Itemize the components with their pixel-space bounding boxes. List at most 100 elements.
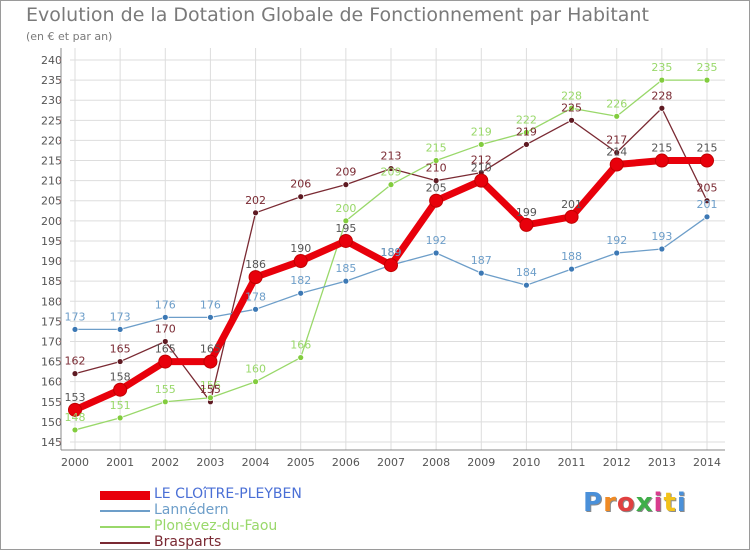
data-point-1-9 <box>477 269 485 277</box>
y-tick-label-19: 240 <box>41 54 62 67</box>
data-label-2-10: 222 <box>516 113 537 126</box>
data-label-2-12: 226 <box>606 97 627 110</box>
data-point-0-12 <box>609 157 624 172</box>
data-label-0-12: 214 <box>606 146 627 159</box>
data-point-1-8 <box>432 249 440 257</box>
data-point-2-5 <box>297 354 305 361</box>
data-label-3-8: 210 <box>426 162 447 175</box>
data-label-1-14: 201 <box>697 198 718 211</box>
data-point-2-7 <box>387 181 395 189</box>
data-point-3-12 <box>613 149 621 156</box>
logo-letter-6: i <box>676 488 687 518</box>
data-point-3-0 <box>71 370 79 378</box>
data-point-3-1 <box>116 358 124 365</box>
data-point-3-8 <box>432 177 440 185</box>
data-label-2-8: 215 <box>426 142 447 155</box>
data-label-0-1: 158 <box>110 371 131 384</box>
proxiti-logo[interactable]: Proxiti <box>583 488 687 518</box>
data-point-0-8 <box>429 193 444 208</box>
y-tick-label-16: 225 <box>41 114 62 127</box>
legend-swatch-0 <box>100 491 150 500</box>
data-point-3-13 <box>658 104 666 112</box>
logo-letter-4: i <box>653 488 664 518</box>
data-label-0-0: 153 <box>65 391 86 404</box>
data-point-0-2 <box>158 354 173 369</box>
data-label-0-7: 189 <box>381 246 402 259</box>
data-label-0-9: 210 <box>471 162 492 175</box>
x-tick-label-13: 2013 <box>648 456 676 469</box>
legend-item-2[interactable]: Plonévez-du-Faou <box>100 518 400 534</box>
data-point-1-4 <box>252 305 259 313</box>
data-label-2-5: 166 <box>290 339 311 352</box>
y-tick-label-3: 160 <box>41 376 62 389</box>
x-tick-label-1: 2001 <box>106 456 134 469</box>
data-label-3-1: 165 <box>110 343 131 356</box>
x-tick-label-14: 2014 <box>693 456 721 469</box>
data-label-0-4: 186 <box>245 258 266 271</box>
data-point-3-4 <box>252 209 259 217</box>
legend-item-0[interactable]: LE CLOîTRE-PLEYBEN <box>100 486 400 502</box>
x-tick-label-0: 2000 <box>61 456 89 469</box>
data-point-0-6 <box>338 233 353 248</box>
logo-letter-3: x <box>635 488 654 518</box>
data-point-2-9 <box>477 141 485 148</box>
y-tick-label-10: 195 <box>41 235 62 248</box>
legend-item-3[interactable]: Brasparts <box>100 534 400 550</box>
legend-swatch-3 <box>100 542 150 544</box>
data-label-0-2: 165 <box>155 343 176 356</box>
y-tick-label-4: 165 <box>41 356 62 369</box>
legend-label-3: Brasparts <box>154 534 222 550</box>
y-tick-label-7: 180 <box>41 295 62 308</box>
data-label-2-2: 155 <box>155 383 176 396</box>
data-point-2-11 <box>568 104 575 112</box>
data-label-0-10: 199 <box>516 206 537 219</box>
legend-item-1[interactable]: Lannédern <box>100 502 400 518</box>
data-point-0-11 <box>564 209 579 224</box>
data-label-0-11: 201 <box>561 198 582 211</box>
data-label-3-5: 206 <box>290 178 311 191</box>
data-point-1-11 <box>568 265 575 273</box>
x-tick-label-6: 2006 <box>332 456 360 469</box>
y-tick-label-9: 190 <box>41 255 62 268</box>
data-label-0-3: 165 <box>200 343 221 356</box>
y-tick-label-2: 155 <box>41 396 62 409</box>
data-label-3-6: 209 <box>335 166 356 179</box>
x-tick-label-5: 2005 <box>287 456 315 469</box>
data-point-0-0 <box>68 402 82 417</box>
data-point-2-1 <box>116 414 124 422</box>
data-label-2-3: 156 <box>200 379 221 392</box>
data-point-3-6 <box>342 181 350 189</box>
data-label-1-9: 187 <box>471 254 492 267</box>
data-label-1-11: 188 <box>561 250 582 263</box>
data-point-2-13 <box>658 76 666 84</box>
y-tick-label-1: 150 <box>41 416 62 429</box>
data-label-1-0: 173 <box>65 310 86 323</box>
y-tick-label-11: 200 <box>41 215 62 228</box>
data-point-1-5 <box>297 289 305 297</box>
data-point-2-2 <box>161 398 169 406</box>
data-point-1-12 <box>613 249 621 257</box>
x-tick-label-9: 2009 <box>467 456 495 469</box>
y-tick-label-13: 210 <box>41 175 62 188</box>
x-tick-label-2: 2002 <box>151 456 179 469</box>
data-label-2-6: 200 <box>335 202 356 215</box>
data-label-1-10: 184 <box>516 266 537 279</box>
legend-label-1: Lannédern <box>154 502 229 518</box>
logo-letter-0: P <box>583 488 604 518</box>
data-point-0-10 <box>519 217 534 232</box>
data-label-2-0: 148 <box>65 411 86 424</box>
data-point-2-12 <box>613 112 621 120</box>
data-label-1-4: 178 <box>245 290 266 303</box>
data-label-3-2: 170 <box>155 322 176 335</box>
x-tick-label-12: 2012 <box>603 456 631 469</box>
x-tick-label-7: 2007 <box>377 456 405 469</box>
logo-letter-5: t <box>663 488 677 518</box>
y-tick-label-5: 170 <box>41 335 62 348</box>
legend-swatch-1 <box>100 510 150 512</box>
y-tick-label-12: 205 <box>41 195 62 208</box>
data-point-1-14 <box>703 213 711 221</box>
data-point-0-1 <box>113 382 128 397</box>
data-point-1-0 <box>71 326 79 333</box>
